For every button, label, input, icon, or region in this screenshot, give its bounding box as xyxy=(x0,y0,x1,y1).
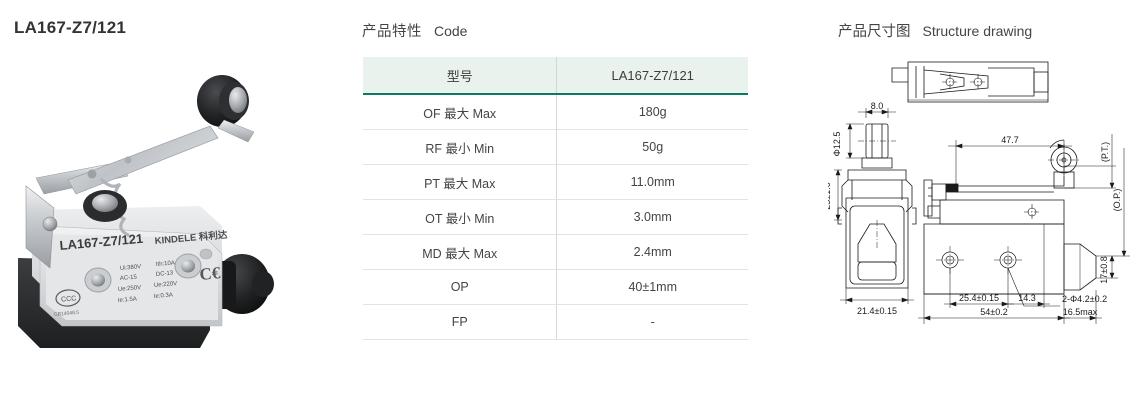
row-param: RF 最小 Min xyxy=(363,129,557,165)
dim-pt-label: (P.T.) xyxy=(1100,142,1110,162)
roller-wheel xyxy=(197,75,255,143)
dim-body-width: 21.4±0.15 xyxy=(857,306,897,316)
table-row: PT 最大 Max 11.0mm xyxy=(363,164,748,200)
row-param: OF 最大 Max xyxy=(363,94,557,130)
column-header-param: 型号 xyxy=(363,57,557,95)
product-photo: LA167-Z7/121 KINDELE 科利达 Ui:380V AC-15 U… xyxy=(10,58,310,358)
rating-ie03: Ie:0.3A xyxy=(154,292,173,300)
table-body: OF 最大 Max 180g RF 最小 Min 50g PT 最大 Max 1… xyxy=(363,94,748,340)
rating-ui: Ui:380V xyxy=(120,264,142,272)
label-face xyxy=(46,234,218,320)
drawing-heading-cn: 产品尺寸图 xyxy=(838,24,911,40)
rating-dc13: DC-13 xyxy=(156,270,174,278)
svg-text:C€: C€ xyxy=(199,263,222,284)
row-param: OP xyxy=(363,269,557,305)
structure-drawing: Φ12.5 8.0 25±1.0 21.4±0.15 47.7 (P.T.) (… xyxy=(828,48,1140,338)
row-value: 3.0mm xyxy=(556,199,748,235)
front-view xyxy=(837,123,917,289)
row-value: - xyxy=(556,304,748,340)
code-heading-cn: 产品特性 xyxy=(362,24,422,40)
table-head: 型号 LA167-Z7/121 xyxy=(363,57,748,95)
terminal-screws xyxy=(84,253,202,293)
dim-op-label: (O.P.) xyxy=(1112,189,1122,212)
mounting-hole xyxy=(199,248,213,260)
row-param: OT 最小 Min xyxy=(363,199,557,235)
dim-hole-offset: 14.3 xyxy=(1018,293,1036,303)
dimension-lines xyxy=(834,108,1130,324)
table-row: RF 最小 Min 50g xyxy=(363,129,748,165)
dim-hole-pitch: 25.4±0.15 xyxy=(959,293,999,303)
column-header-model: LA167-Z7/121 xyxy=(556,57,748,95)
table-header-row: 型号 LA167-Z7/121 xyxy=(363,57,748,95)
ccc-mark-icon: CCC xyxy=(55,289,81,307)
plunger-tip xyxy=(252,271,274,297)
row-param: MD 最大 Max xyxy=(363,234,557,270)
rating-ue250: Ue:250V xyxy=(118,285,142,293)
lever-rivet xyxy=(87,169,97,179)
table-row: OP 40±1mm xyxy=(363,269,748,305)
row-value: 2.4mm xyxy=(556,234,748,270)
svg-text:CCC: CCC xyxy=(61,295,77,303)
table-row: OT 最小 Min 3.0mm xyxy=(363,199,748,235)
dim-lever-length: 47.7 xyxy=(1001,135,1019,145)
dim-roller-width: 8.0 xyxy=(871,101,884,111)
table-row: MD 最大 Max 2.4mm xyxy=(363,234,748,270)
rating-ie15: Ie:1.5A xyxy=(118,296,137,304)
top-view xyxy=(891,61,1049,103)
row-param: FP xyxy=(363,304,557,340)
dim-hole-spec: 2-Φ4.2±0.2 xyxy=(1062,294,1107,304)
lever-bracket xyxy=(25,185,55,269)
dim-plunger-depth: 16.5max xyxy=(1063,307,1098,317)
page-title: LA167-Z7/121 xyxy=(14,18,127,37)
label-model-text: LA167-Z7/121 xyxy=(59,231,144,253)
row-value: 11.0mm xyxy=(556,164,748,200)
table-row: OF 最大 Max 180g xyxy=(363,94,748,130)
dim-lever-height: 25±1.0 xyxy=(828,182,832,209)
limit-switch-illustration: LA167-Z7/121 KINDELE 科利达 Ui:380V AC-15 U… xyxy=(18,75,274,348)
table-row: FP - xyxy=(363,304,748,340)
dim-overall-length: 54±0.2 xyxy=(980,307,1007,317)
dim-plunger-height: 17±0.8 xyxy=(1099,256,1109,283)
drawing-heading-en: Structure drawing xyxy=(922,23,1033,39)
rating-ue220: Ue:220V xyxy=(154,281,178,289)
dim-roller-dia: Φ12.5 xyxy=(832,132,842,157)
ce-mark-icon: C€ xyxy=(199,263,222,284)
standard-code-text: GB14048.5 xyxy=(54,310,80,318)
code-section-heading: 产品特性 Code xyxy=(362,20,467,41)
lever-hole xyxy=(124,156,132,164)
row-param: PT 最大 Max xyxy=(363,164,557,200)
drawing-section-heading: 产品尺寸图 Structure drawing xyxy=(838,20,1032,41)
dimension-labels: Φ12.5 8.0 25±1.0 21.4±0.15 47.7 (P.T.) (… xyxy=(828,101,1122,317)
row-value: 50g xyxy=(556,129,748,165)
specification-table: 型号 LA167-Z7/121 OF 最大 Max 180g RF 最小 Min… xyxy=(363,57,748,340)
technical-drawing-svg: Φ12.5 8.0 25±1.0 21.4±0.15 47.7 (P.T.) (… xyxy=(828,61,1130,324)
row-value: 180g xyxy=(556,94,748,130)
roller-fork xyxy=(217,119,255,143)
roller-lever-arm xyxy=(67,125,219,195)
bracket-screw xyxy=(42,216,58,232)
pivot-screw xyxy=(92,194,118,212)
rating-ith: Ith:10A xyxy=(156,260,175,268)
row-value: 40±1mm xyxy=(556,269,748,305)
code-heading-en: Code xyxy=(434,23,468,39)
rating-ac15: AC-15 xyxy=(120,274,138,282)
